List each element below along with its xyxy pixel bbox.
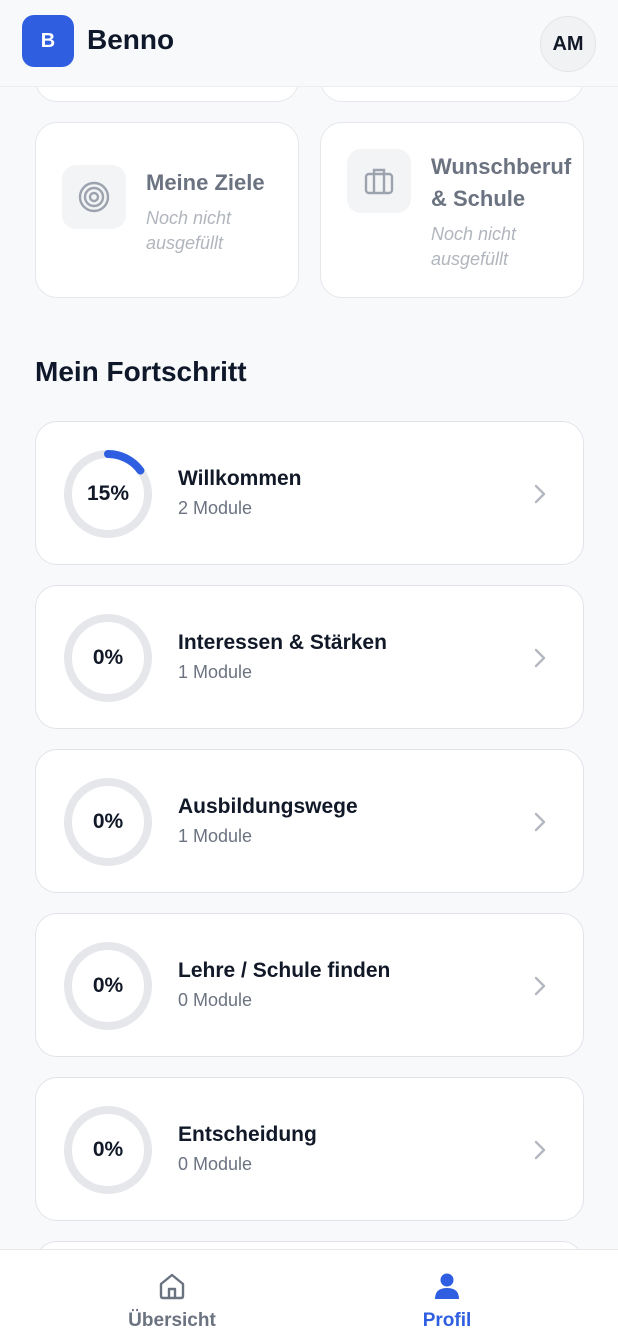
nav-label: Profil bbox=[422, 1310, 472, 1331]
info-card-subtitle: Noch nicht ausgefüllt bbox=[431, 224, 517, 269]
app-name: Benno bbox=[87, 24, 175, 55]
section-title: Mein Fortschritt bbox=[35, 356, 247, 387]
info-card-title: Wunschberuf & Schule bbox=[431, 154, 572, 211]
progress-card-entscheidung[interactable]: 0% Entscheidung 0 Module bbox=[35, 1077, 584, 1221]
chevron-right-icon bbox=[534, 648, 546, 668]
progress-ring bbox=[64, 778, 152, 866]
progress-modules: 0 Module bbox=[178, 1154, 253, 1174]
info-card-title: Meine Ziele bbox=[146, 170, 265, 195]
progress-card-lehre-schule[interactable]: 0% Lehre / Schule finden 0 Module bbox=[35, 913, 584, 1057]
progress-ring bbox=[64, 614, 152, 702]
briefcase-icon bbox=[347, 149, 411, 213]
progress-title: Ausbildungswege bbox=[178, 795, 358, 818]
chevron-right-icon bbox=[534, 976, 546, 996]
chevron-right-icon bbox=[534, 484, 546, 504]
progress-ring bbox=[64, 1106, 152, 1194]
progress-percent: 15% bbox=[86, 482, 130, 505]
chevron-right-icon bbox=[534, 1140, 546, 1160]
app-logo: B bbox=[22, 15, 74, 67]
progress-percent: 0% bbox=[92, 1138, 124, 1161]
nav-label: Übersicht bbox=[128, 1310, 216, 1331]
progress-card-ausbildungswege[interactable]: 0% Ausbildungswege 1 Module bbox=[35, 749, 584, 893]
progress-modules: 1 Module bbox=[178, 826, 253, 846]
info-card-goals[interactable]: Meine Ziele Noch nicht ausgefüllt bbox=[35, 122, 299, 298]
progress-title: Entscheidung bbox=[178, 1123, 317, 1146]
chevron-right-icon bbox=[534, 812, 546, 832]
progress-percent: 0% bbox=[92, 974, 124, 997]
bottom-navigation: Übersicht Profil bbox=[0, 1249, 618, 1340]
progress-card-willkommen[interactable]: 15% Willkommen 2 Module bbox=[35, 421, 584, 565]
progress-ring bbox=[64, 942, 152, 1030]
user-icon bbox=[435, 1273, 459, 1299]
nav-item-uebersicht[interactable]: Übersicht bbox=[72, 1250, 272, 1340]
progress-ring bbox=[64, 450, 152, 538]
progress-modules: 1 Module bbox=[178, 662, 253, 682]
progress-title: Lehre / Schule finden bbox=[178, 959, 391, 982]
progress-title: Willkommen bbox=[178, 467, 302, 490]
home-icon bbox=[159, 1273, 185, 1300]
progress-title: Interessen & Stärken bbox=[178, 631, 387, 654]
info-card-career[interactable]: Wunschberuf & Schule Noch nicht ausgefül… bbox=[320, 122, 584, 298]
progress-modules: 0 Module bbox=[178, 990, 253, 1010]
nav-item-profil[interactable]: Profil bbox=[347, 1250, 547, 1340]
progress-percent: 0% bbox=[92, 810, 124, 833]
progress-modules: 2 Module bbox=[178, 498, 253, 518]
target-icon bbox=[62, 165, 126, 229]
progress-card-interessen[interactable]: 0% Interessen & Stärken 1 Module bbox=[35, 585, 584, 729]
avatar[interactable]: AM bbox=[540, 16, 596, 72]
progress-percent: 0% bbox=[92, 646, 124, 669]
app-header: B Benno AM bbox=[0, 0, 618, 87]
info-card-subtitle: Noch nicht ausgefüllt bbox=[146, 208, 232, 253]
